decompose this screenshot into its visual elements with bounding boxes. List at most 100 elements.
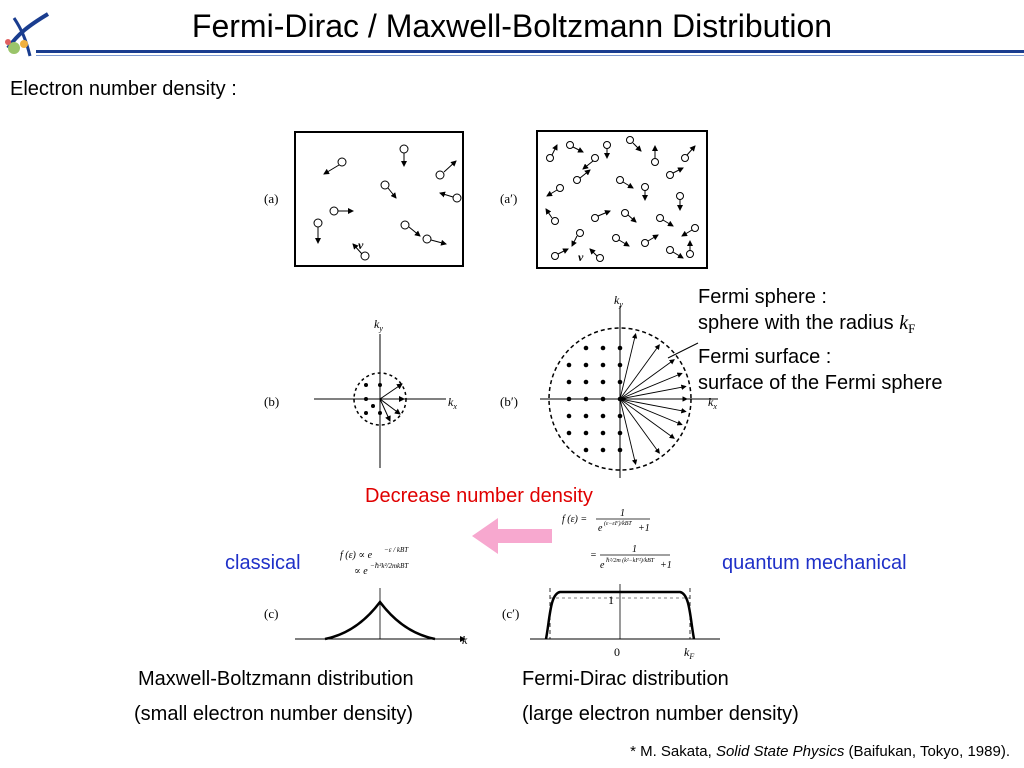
svg-text:+1: +1 (638, 523, 650, 534)
ref-book: Solid State Physics (715, 743, 845, 760)
title-rule (36, 50, 1024, 53)
k-vector-arrow (619, 398, 687, 414)
lattice-dot (566, 362, 572, 368)
fermi-surface-title: Fermi surface : (698, 346, 832, 368)
fermi-sphere-dots (566, 345, 623, 453)
lattice-dot (600, 447, 606, 453)
decrease-arrow-icon (472, 518, 552, 554)
fd-distribution-name: Fermi-Dirac distribution (522, 668, 729, 690)
one-label: 1 (608, 593, 614, 607)
page-title: Fermi-Dirac / Maxwell-Boltzmann Distribu… (191, 8, 833, 44)
lattice-dot (566, 379, 572, 385)
lattice-dot (600, 362, 606, 368)
lattice-dot (583, 413, 589, 419)
k-vector-arrow (619, 344, 660, 400)
k-vector-arrow (619, 372, 683, 400)
lattice-dot (617, 362, 623, 368)
kf-symbol: k (899, 312, 909, 334)
ky-axis-label-prime: ky (614, 293, 623, 309)
ref-prefix: * M. Sakata, (630, 743, 716, 760)
svg-text:+1: +1 (660, 560, 672, 571)
title-rule-thin (36, 55, 1024, 56)
mb-distribution-note: (small electron number density) (134, 703, 413, 725)
velocity-label: v (358, 238, 364, 252)
svg-text:1: 1 (632, 544, 637, 555)
lattice-dot (600, 430, 606, 436)
lattice-dot (617, 447, 623, 453)
decrease-label: Decrease number density (365, 485, 593, 507)
ref-suffix: (Baifukan, Tokyo, 1989). (844, 743, 1011, 760)
lattice-dot (583, 379, 589, 385)
mb-formula: f (ε) ∝ e −ε / kBT ∝ e −ℏ²k²/2mkBT (340, 546, 409, 577)
panel-a-prime-label: (a′) (500, 191, 517, 206)
svg-text:∝ e: ∝ e (354, 566, 368, 577)
k-vector-arrow (619, 398, 675, 439)
svg-text:e: e (598, 523, 603, 534)
fd-formula: f (ε) = 1 e (ε−εF)/kBT +1 = 1 e ℏ²/2m (k²−k… (562, 508, 672, 571)
panel-b-label: (b) (264, 394, 279, 409)
lattice-dot (583, 396, 589, 402)
distribution-figure: (a) v (a′) (264, 130, 720, 661)
k-vector-arrow (619, 398, 638, 466)
lattice-dot (566, 413, 572, 419)
mb-distribution-name: Maxwell-Boltzmann distribution (138, 668, 414, 690)
velocity-label-prime: v (578, 250, 584, 264)
svg-text:1: 1 (620, 508, 625, 519)
lattice-dot (617, 413, 623, 419)
reference-citation: * M. Sakata, Solid State Physics (Baifuk… (630, 742, 1010, 762)
k-vector-arrow (619, 384, 687, 400)
kx-axis-label-prime: kx (708, 395, 717, 411)
lattice-dot (600, 379, 606, 385)
panel-c-prime-label: (c′) (502, 606, 519, 621)
ky-axis-label: ky (374, 317, 383, 333)
svg-text:e: e (600, 560, 605, 571)
lattice-dot (600, 396, 606, 402)
panel-b-prime-diagram (540, 306, 718, 478)
lattice-dot (600, 413, 606, 419)
panel-c-plot (295, 588, 466, 642)
lattice-dot (600, 345, 606, 351)
panel-b-prime-label: (b′) (500, 394, 518, 409)
fermi-sphere-arrows (619, 332, 688, 466)
fermi-sphere-desc-text: sphere with the radius (698, 312, 894, 334)
svg-text:−ε / kBT: −ε / kBT (384, 546, 409, 554)
classical-label: classical (225, 552, 301, 574)
lattice-dot (583, 345, 589, 351)
panel-c-label: (c) (264, 606, 278, 621)
panel-c-prime-plot (530, 584, 720, 640)
k-vector-arrow (619, 359, 675, 400)
panel-a-box (294, 131, 464, 267)
svg-text:=: = (590, 550, 597, 561)
fermi-sphere-desc: sphere with the radius kF (698, 310, 915, 338)
panel-a-label: (a) (264, 191, 278, 206)
panel-b-diagram (314, 334, 446, 468)
lattice-dot (617, 379, 623, 385)
kf-axis-label: kF (684, 645, 694, 661)
panel-a-prime-box (536, 130, 708, 269)
svg-text:−ℏ²k²/2mkBT: −ℏ²k²/2mkBT (370, 562, 409, 570)
svg-text:(ε−εF)/kBT: (ε−εF)/kBT (604, 520, 632, 527)
origin-label: 0 (614, 645, 620, 659)
k-axis-label-c: k (462, 633, 468, 647)
lattice-dot (583, 362, 589, 368)
panel-a-particles (313, 144, 462, 261)
electron-density-label: Electron number density : (10, 78, 237, 100)
panel-a-prime-particles (545, 136, 699, 262)
svg-text:f (ε) =: f (ε) = (562, 514, 587, 525)
fermi-sphere-title: Fermi sphere : (698, 286, 827, 308)
k-vector-arrow (619, 398, 660, 454)
fermi-surface-desc: surface of the Fermi sphere (698, 372, 943, 394)
quantum-label: quantum mechanical (722, 552, 907, 574)
lattice-dot (617, 345, 623, 351)
fd-distribution-note: (large electron number density) (522, 703, 799, 725)
lattice-dot (566, 396, 572, 402)
lattice-dot (566, 430, 572, 436)
kx-axis-label: kx (448, 395, 457, 411)
svg-text:f (ε) ∝ e: f (ε) ∝ e (340, 550, 373, 561)
k-vector-arrow (619, 332, 638, 400)
k-vector-arrow (619, 398, 683, 426)
lattice-dot (617, 430, 623, 436)
lattice-dot (583, 430, 589, 436)
lattice-dot (583, 447, 589, 453)
svg-text:ℏ²/2m (k²−kF²)/kBT: ℏ²/2m (k²−kF²)/kBT (606, 557, 655, 564)
